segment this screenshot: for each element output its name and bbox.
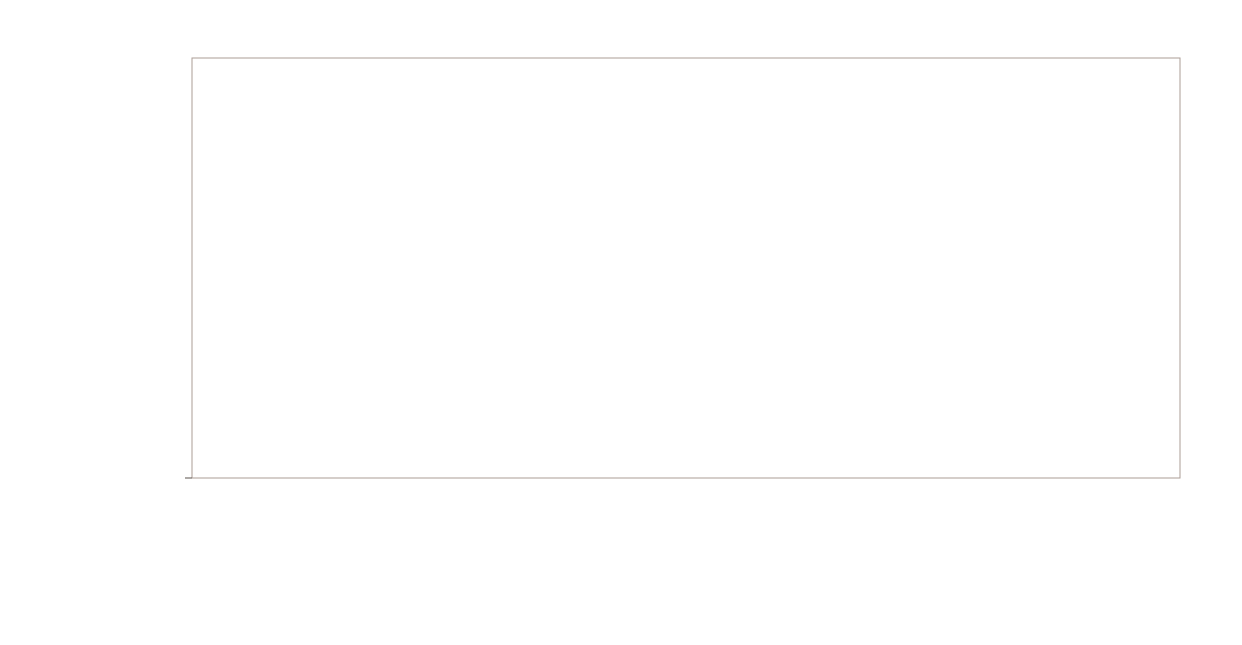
chart-svg: [0, 0, 1242, 645]
pm10-trend-chart: [0, 0, 1242, 645]
